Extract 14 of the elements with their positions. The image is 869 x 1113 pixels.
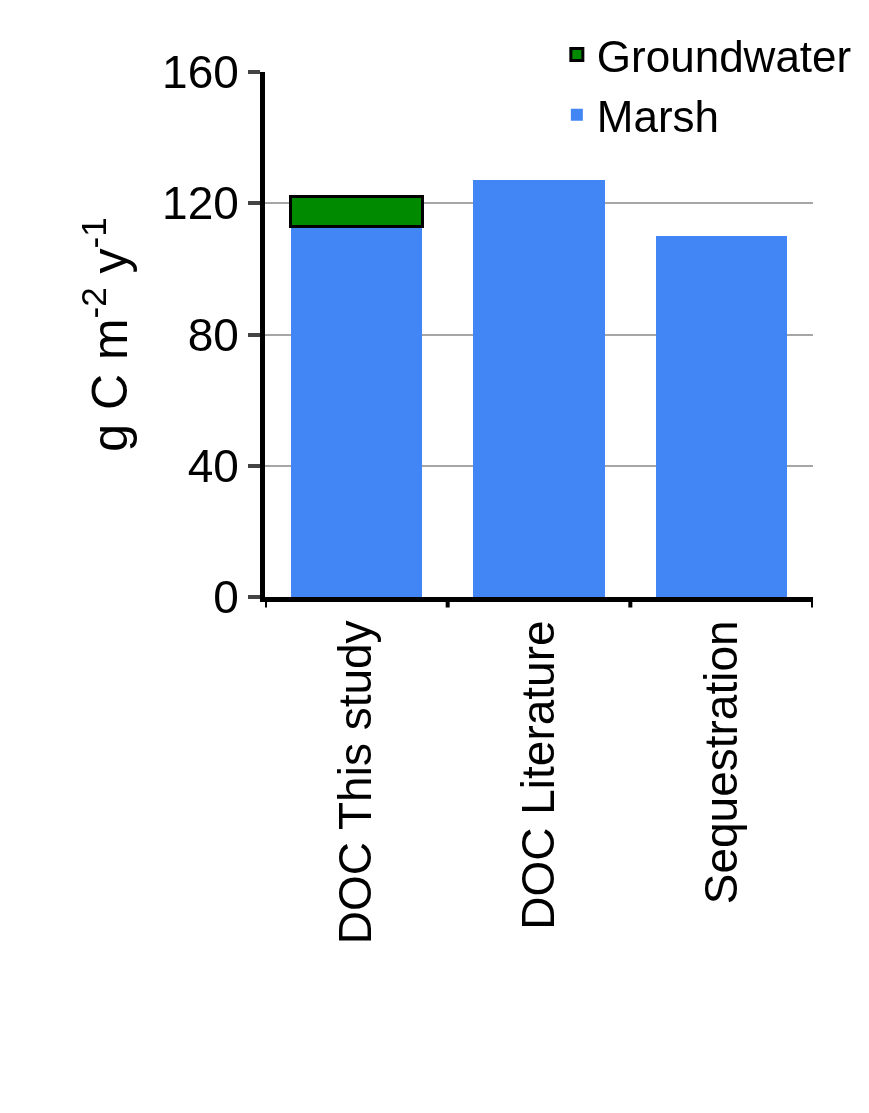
legend-label: Marsh bbox=[596, 91, 720, 141]
y-tick-label: 120 bbox=[162, 177, 239, 230]
bar bbox=[290, 226, 423, 597]
x-tick-label: DOC Literature bbox=[511, 620, 564, 930]
bar bbox=[473, 180, 605, 597]
x-tick-label: Sequestration bbox=[694, 620, 747, 905]
bar bbox=[655, 236, 788, 597]
y-tick-label: 0 bbox=[213, 571, 239, 624]
y-tick-label: 160 bbox=[162, 46, 239, 99]
bar bbox=[289, 195, 424, 228]
y-tick-label: 80 bbox=[187, 308, 239, 361]
x-tick-label: DOC This study bbox=[329, 620, 382, 945]
legend-label: Groundwater bbox=[596, 31, 852, 81]
y-tick-label: 40 bbox=[187, 439, 239, 492]
